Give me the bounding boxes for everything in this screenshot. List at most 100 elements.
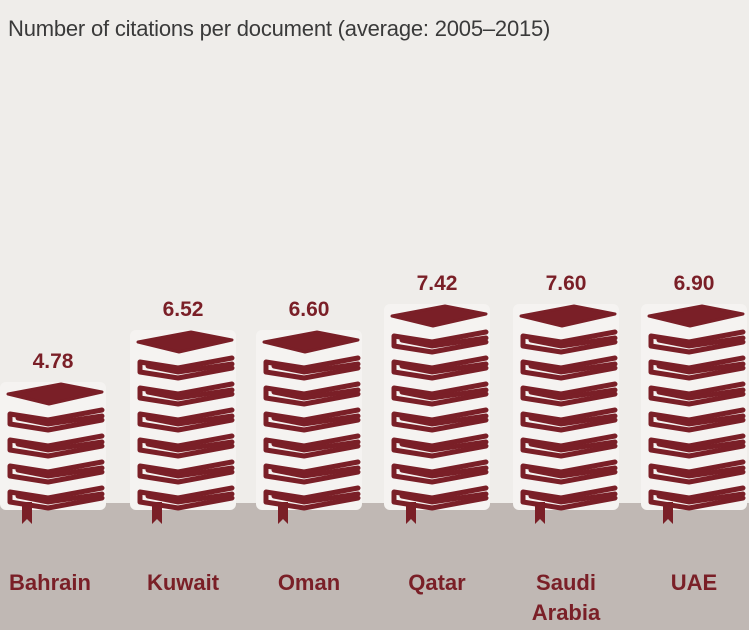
value-label: 6.90 [674, 272, 715, 295]
value-label: 6.60 [289, 298, 330, 321]
book [7, 407, 105, 433]
book-stack [641, 304, 747, 524]
book-page-line [399, 465, 489, 479]
book-stack [513, 304, 619, 524]
book [520, 485, 618, 511]
book-page-line [399, 335, 489, 349]
value-label: 4.78 [33, 350, 74, 373]
book [520, 329, 618, 355]
book [648, 433, 746, 459]
book-page-line [271, 465, 361, 479]
book [7, 459, 105, 485]
value-label: 7.60 [546, 272, 587, 295]
book-page-line [145, 439, 235, 453]
book-page-line [656, 361, 746, 375]
book [137, 407, 235, 433]
book [391, 355, 489, 381]
book-page-line [399, 361, 489, 375]
book [520, 381, 618, 407]
book-page-line [399, 387, 489, 401]
book [520, 433, 618, 459]
book-page-line [528, 361, 618, 375]
category-label: Kuwait [146, 570, 220, 595]
book [137, 459, 235, 485]
value-label: 7.42 [417, 272, 458, 295]
book-page-line [656, 439, 746, 453]
bookmark-ribbon [152, 502, 162, 524]
category-label: Saudi Arabia [531, 570, 601, 625]
book-page-line [528, 491, 618, 505]
category-label: Bahrain [9, 570, 91, 595]
book-page-line [15, 465, 105, 479]
book-cover [6, 382, 104, 406]
stack-halo [384, 304, 490, 510]
book [391, 433, 489, 459]
book-page-line [145, 491, 235, 505]
book-page-line [399, 491, 489, 505]
book-page-line [145, 387, 235, 401]
book-page-line [271, 491, 361, 505]
book [137, 433, 235, 459]
book [520, 459, 618, 485]
book [391, 459, 489, 485]
book-page-line [145, 361, 235, 375]
book-page-line [528, 387, 618, 401]
book [648, 329, 746, 355]
book [391, 381, 489, 407]
stack-halo [641, 304, 747, 510]
category-label: UAE [670, 570, 718, 595]
book-page-line [656, 387, 746, 401]
book-page-line [528, 413, 618, 427]
book [137, 355, 235, 381]
book-cover [647, 304, 745, 328]
book-page-line [656, 335, 746, 349]
bookmark-ribbon [663, 502, 673, 524]
book [263, 407, 361, 433]
book-stack [130, 330, 236, 524]
bookmark-ribbon [406, 502, 416, 524]
book [391, 329, 489, 355]
book-page-line [528, 335, 618, 349]
book-cover [262, 330, 360, 354]
book-page-line [15, 439, 105, 453]
book [137, 485, 235, 511]
book-page-line [145, 413, 235, 427]
book-page-line [399, 413, 489, 427]
book-page-line [271, 439, 361, 453]
book-cover [519, 304, 617, 328]
book [648, 459, 746, 485]
book-page-line [271, 361, 361, 375]
book-page-line [656, 413, 746, 427]
stack-halo [513, 304, 619, 510]
book [137, 381, 235, 407]
book-page-line [656, 465, 746, 479]
category-label: Qatar [408, 570, 466, 595]
book-stack [384, 304, 490, 524]
book [391, 407, 489, 433]
book-stack [256, 330, 362, 524]
book [648, 407, 746, 433]
bookmark-ribbon [535, 502, 545, 524]
book-cover [136, 330, 234, 354]
book-page-line [656, 491, 746, 505]
book [263, 381, 361, 407]
chart-title: Number of citations per document (averag… [8, 16, 551, 41]
ground-band [0, 503, 749, 630]
book [648, 485, 746, 511]
book [263, 355, 361, 381]
book-page-line [271, 387, 361, 401]
book [520, 355, 618, 381]
bookmark-ribbon [22, 502, 32, 524]
book [520, 407, 618, 433]
book-page-line [399, 439, 489, 453]
book-page-line [528, 439, 618, 453]
book-page-line [528, 465, 618, 479]
book [648, 355, 746, 381]
book-page-line [15, 491, 105, 505]
book [7, 485, 105, 511]
book-stack [0, 382, 106, 524]
book [263, 485, 361, 511]
book [263, 459, 361, 485]
book-page-line [271, 413, 361, 427]
